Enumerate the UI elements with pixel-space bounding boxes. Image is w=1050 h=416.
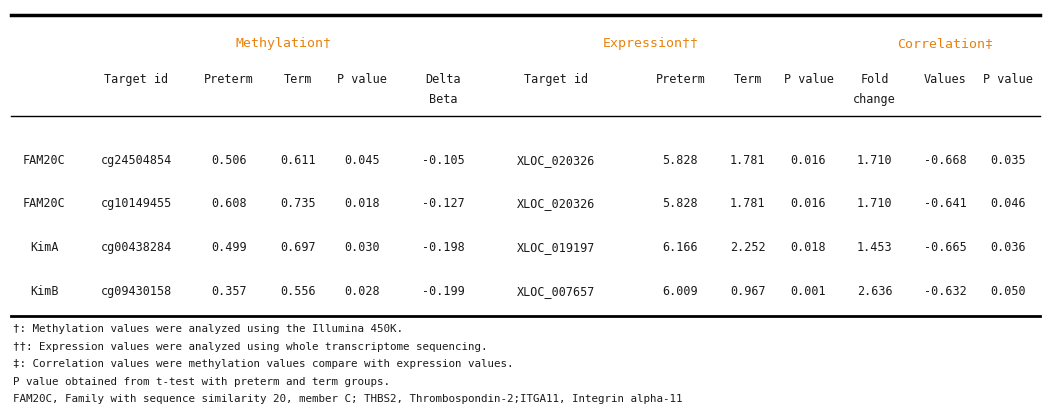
Text: ††: Expression values were analyzed using whole transcriptome sequencing.: ††: Expression values were analyzed usin…	[13, 342, 487, 352]
Text: KimA: KimA	[29, 241, 59, 254]
Text: 1.453: 1.453	[857, 241, 892, 254]
Text: change: change	[854, 93, 896, 106]
Text: 1.781: 1.781	[730, 154, 765, 167]
Text: 0.050: 0.050	[990, 285, 1026, 298]
Text: 0.608: 0.608	[211, 197, 247, 210]
Text: Fold: Fold	[860, 72, 889, 86]
Text: 0.018: 0.018	[791, 241, 826, 254]
Text: 1.710: 1.710	[857, 197, 892, 210]
Text: 0.611: 0.611	[280, 154, 316, 167]
Text: 0.016: 0.016	[791, 154, 826, 167]
Text: cg24504854: cg24504854	[101, 154, 172, 167]
Text: XLOC_007657: XLOC_007657	[518, 285, 595, 298]
Text: 0.016: 0.016	[791, 197, 826, 210]
Text: P value: P value	[783, 72, 834, 86]
Text: 0.035: 0.035	[990, 154, 1026, 167]
Text: -0.199: -0.199	[422, 285, 464, 298]
Text: 0.046: 0.046	[990, 197, 1026, 210]
Text: P value obtained from t-test with preterm and term groups.: P value obtained from t-test with preter…	[13, 377, 390, 387]
Text: Correlation‡: Correlation‡	[897, 37, 993, 50]
Text: FAM20C: FAM20C	[23, 197, 65, 210]
Text: 0.030: 0.030	[344, 241, 380, 254]
Text: 6.009: 6.009	[663, 285, 698, 298]
Text: cg09430158: cg09430158	[101, 285, 172, 298]
Text: -0.641: -0.641	[924, 197, 966, 210]
Text: †: Methylation values were analyzed using the Illumina 450K.: †: Methylation values were analyzed usin…	[13, 324, 402, 334]
Text: cg00438284: cg00438284	[101, 241, 172, 254]
Text: -0.127: -0.127	[422, 197, 464, 210]
Text: Preterm: Preterm	[204, 72, 254, 86]
Text: 0.697: 0.697	[280, 241, 316, 254]
Text: XLOC_019197: XLOC_019197	[518, 241, 595, 254]
Text: -0.668: -0.668	[924, 154, 966, 167]
Text: 1.781: 1.781	[730, 197, 765, 210]
Text: 0.556: 0.556	[280, 285, 316, 298]
Text: cg10149455: cg10149455	[101, 197, 172, 210]
Text: Term: Term	[284, 72, 313, 86]
Text: Beta: Beta	[428, 93, 458, 106]
Text: KimB: KimB	[29, 285, 59, 298]
Text: -0.665: -0.665	[924, 241, 966, 254]
Text: 5.828: 5.828	[663, 197, 698, 210]
Text: 0.735: 0.735	[280, 197, 316, 210]
Text: 0.028: 0.028	[344, 285, 380, 298]
Text: -0.632: -0.632	[924, 285, 966, 298]
Text: 0.499: 0.499	[211, 241, 247, 254]
Text: P value: P value	[983, 72, 1033, 86]
Text: 1.710: 1.710	[857, 154, 892, 167]
Text: 2.252: 2.252	[730, 241, 765, 254]
Text: Methylation†: Methylation†	[235, 37, 332, 50]
Text: XLOC_020326: XLOC_020326	[518, 197, 595, 210]
Text: 6.166: 6.166	[663, 241, 698, 254]
Text: -0.105: -0.105	[422, 154, 464, 167]
Text: -0.198: -0.198	[422, 241, 464, 254]
Text: 2.636: 2.636	[857, 285, 892, 298]
Text: 0.357: 0.357	[211, 285, 247, 298]
Text: FAM20C: FAM20C	[23, 154, 65, 167]
Text: 0.036: 0.036	[990, 241, 1026, 254]
Text: 5.828: 5.828	[663, 154, 698, 167]
Text: 0.018: 0.018	[344, 197, 380, 210]
Text: Preterm: Preterm	[655, 72, 706, 86]
Text: 0.506: 0.506	[211, 154, 247, 167]
Text: 0.045: 0.045	[344, 154, 380, 167]
Text: P value: P value	[337, 72, 387, 86]
Text: Delta: Delta	[425, 72, 461, 86]
Text: Term: Term	[733, 72, 762, 86]
Text: Target id: Target id	[104, 72, 169, 86]
Text: Target id: Target id	[524, 72, 589, 86]
Text: FAM20C, Family with sequence similarity 20, member C; THBS2, Thrombospondin-2;IT: FAM20C, Family with sequence similarity …	[13, 394, 682, 404]
Text: ‡: Correlation values were methylation values compare with expression values.: ‡: Correlation values were methylation v…	[13, 359, 513, 369]
Text: XLOC_020326: XLOC_020326	[518, 154, 595, 167]
Text: 0.967: 0.967	[730, 285, 765, 298]
Text: 0.001: 0.001	[791, 285, 826, 298]
Text: Expression††: Expression††	[603, 37, 699, 50]
Text: Values: Values	[924, 72, 966, 86]
